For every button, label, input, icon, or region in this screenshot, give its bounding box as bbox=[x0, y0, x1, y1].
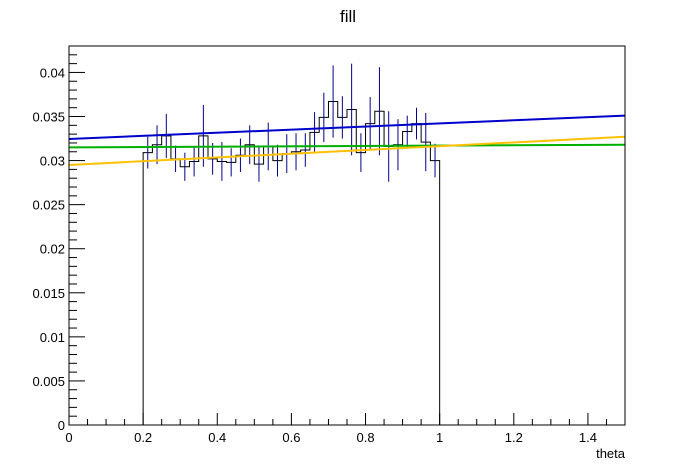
y-tick-label: 0.01 bbox=[40, 330, 65, 345]
x-axis-label: theta bbox=[596, 446, 626, 461]
y-tick-label: 0 bbox=[58, 418, 65, 433]
chart-title: fill bbox=[340, 7, 356, 26]
y-tick-label: 0.04 bbox=[40, 65, 65, 80]
x-tick-label: 1.2 bbox=[505, 430, 523, 445]
y-tick-label: 0.035 bbox=[32, 110, 65, 125]
y-tick-label: 0.015 bbox=[32, 286, 65, 301]
x-tick-label: 0 bbox=[65, 430, 72, 445]
x-tick-label: 1 bbox=[436, 430, 443, 445]
y-tick-label: 0.005 bbox=[32, 374, 65, 389]
x-tick-label: 1.4 bbox=[579, 430, 597, 445]
fit-line bbox=[68, 143, 626, 149]
histogram bbox=[133, 63, 441, 426]
x-tick-label: 0.2 bbox=[134, 430, 152, 445]
fit-lines bbox=[68, 114, 626, 166]
x-tick-label: 0.6 bbox=[282, 430, 300, 445]
x-tick-label: 0.8 bbox=[356, 430, 374, 445]
x-tick-label: 0.4 bbox=[208, 430, 226, 445]
y-tick-label: 0.03 bbox=[40, 154, 65, 169]
y-tick-label: 0.025 bbox=[32, 198, 65, 213]
fit-line bbox=[68, 114, 626, 140]
plot-frame bbox=[68, 45, 626, 426]
fit-line bbox=[68, 135, 626, 166]
y-tick-label: 0.02 bbox=[40, 242, 65, 257]
